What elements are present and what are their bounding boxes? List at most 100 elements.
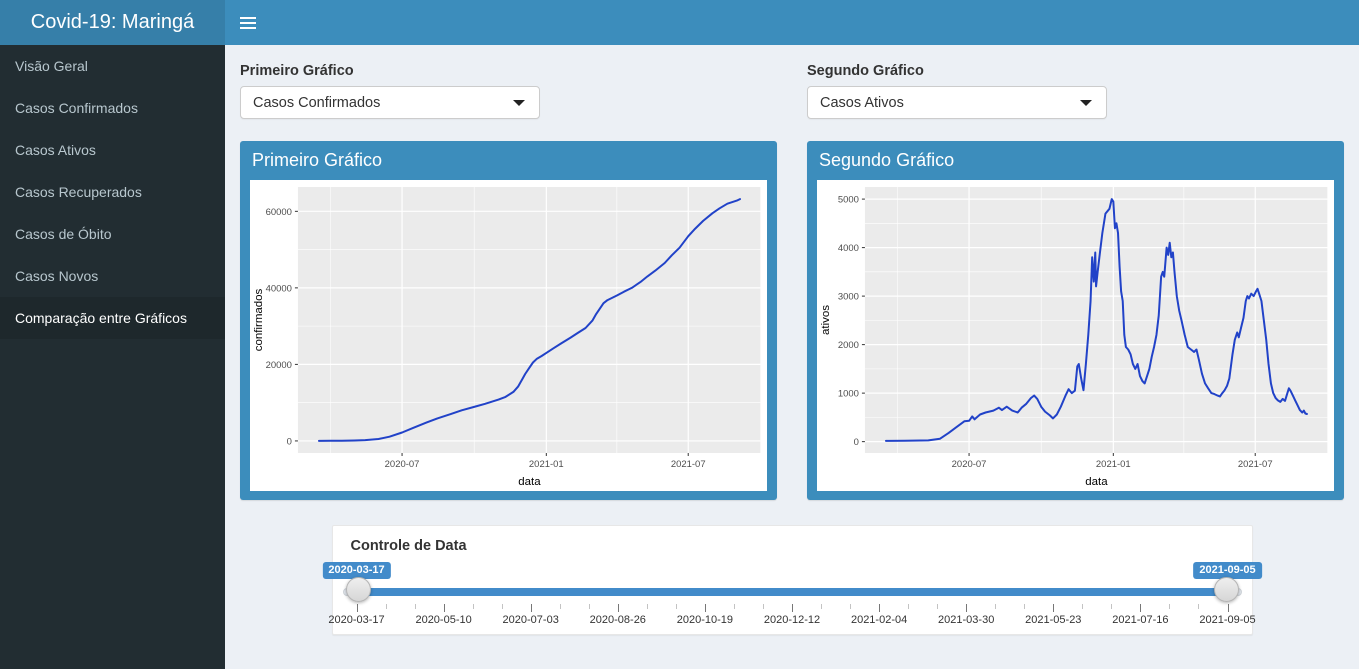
slider-grid-minor-tick: [559, 604, 561, 609]
svg-text:2021-07: 2021-07: [1238, 459, 1273, 470]
chevron-down-icon: [1080, 99, 1092, 106]
slider-grid-minor-tick: [414, 604, 416, 609]
slider-grid-minor-tick: [501, 604, 503, 609]
svg-text:40000: 40000: [266, 283, 292, 294]
slider-grid-label: 2020-05-10: [415, 614, 472, 626]
first-chart-plot: 0 20000 40000 60000 2020-07 2021-01 2021-07 dat…: [250, 180, 767, 491]
svg-text:2021-07: 2021-07: [671, 459, 706, 470]
slider-grid-minor-tick: [1169, 604, 1171, 609]
sidebar-item-casos-recuperados-link[interactable]: Casos Recuperados: [15, 184, 142, 200]
slider-grid-minor-tick: [646, 604, 648, 609]
sidebar-item-casos-de-obito: Casos de Óbito: [0, 213, 225, 255]
first-chart-control: Primeiro Gráfico Casos Confirmados: [240, 60, 792, 119]
first-chart-select-value: Casos Confirmados: [253, 94, 381, 111]
slider-grid-major-tick: [443, 604, 445, 612]
svg-text:60000: 60000: [266, 207, 292, 218]
slider-grid-major-tick: [966, 604, 968, 612]
slider-grid-label: 2021-03-30: [938, 614, 995, 626]
svg-text:2021-01: 2021-01: [1096, 459, 1131, 470]
second-chart-plot: 0 1000 2000 3000 4000 5000 2020-07 2021-01 2021-…: [817, 180, 1334, 491]
svg-text:2021-01: 2021-01: [529, 459, 564, 470]
sidebar-item-casos-ativos: Casos Ativos: [0, 129, 225, 171]
slider-grid-minor-tick: [385, 604, 387, 609]
slider-grid-major-tick: [1140, 604, 1142, 612]
svg-text:ativos: ativos: [820, 305, 832, 335]
slider-grid-major-tick: [1227, 604, 1229, 612]
slider-grid-minor-tick: [762, 604, 764, 609]
first-chart-select-label: Primeiro Gráfico: [240, 63, 354, 79]
chart-selector-row: Primeiro Gráfico Casos Confirmados Segun…: [240, 60, 1344, 119]
first-chart-box-title: Primeiro Gráfico: [252, 150, 383, 170]
slider-grid-minor-tick: [472, 604, 474, 609]
slider-grid-major-tick: [356, 604, 358, 612]
slider-grid-minor-tick: [1198, 604, 1200, 609]
app-title: Covid-19: Maringá: [0, 0, 225, 45]
slider-grid-major-tick: [704, 604, 706, 612]
sidebar-item-casos-novos: Casos Novos: [0, 255, 225, 297]
sidebar-toggle-button[interactable]: [225, 0, 270, 45]
second-chart-select[interactable]: Casos Ativos: [807, 86, 1107, 119]
slider-grid-minor-tick: [821, 604, 823, 609]
sidebar-nav: Visão Geral Casos Confirmados Casos Ativos…: [0, 45, 225, 669]
svg-text:confirmados: confirmados: [253, 288, 265, 351]
sidebar-item-casos-confirmados-link[interactable]: Casos Confirmados: [15, 100, 138, 116]
slider-grid-minor-tick: [908, 604, 910, 609]
slider-grid-minor-tick: [995, 604, 997, 609]
svg-text:2020-07: 2020-07: [385, 459, 420, 470]
hamburger-icon: [239, 14, 256, 32]
svg-text:2000: 2000: [838, 340, 859, 351]
slider-grid-label: 2021-02-04: [850, 614, 908, 626]
slider-grid-label: 2021-05-23: [1025, 614, 1082, 626]
svg-text:data: data: [518, 476, 541, 488]
sidebar-item-comparacao-entre-graficos: Comparação entre Gráficos: [0, 297, 225, 339]
first-chart-box: Primeiro Gráfico 0 20000 40000 60000 2020-07…: [240, 141, 777, 500]
slider-grid: 2020-03-17 2020-05-10 2020-07-03 2020-08-26…: [328, 604, 1256, 628]
slider-grid-minor-tick: [733, 604, 735, 609]
slider-grid-label: 2020-03-17: [328, 614, 385, 626]
top-navbar: [225, 0, 1359, 45]
slider-grid-label: 2020-08-26: [589, 614, 646, 626]
first-chart-select[interactable]: Casos Confirmados: [240, 86, 540, 119]
second-chart-box: Segundo Gráfico 0 1000 2000 3000 4000 5000 202…: [807, 141, 1344, 500]
slider-grid-label: 2021-07-16: [1112, 614, 1169, 626]
slider-grid-label: 2020-12-12: [763, 614, 821, 626]
sidebar-item-casos-de-obito-link[interactable]: Casos de Óbito: [15, 226, 112, 242]
slider-grid-minor-tick: [850, 604, 852, 609]
svg-text:0: 0: [287, 436, 292, 447]
sidebar-item-casos-confirmados: Casos Confirmados: [0, 87, 225, 129]
date-slider-card: Controle de Data 2020-03-17 2021-09-05 2…: [322, 525, 1262, 635]
slider-grid-minor-tick: [1024, 604, 1026, 609]
slider-selected-range-bar[interactable]: [350, 588, 1234, 596]
svg-text:5000: 5000: [838, 195, 859, 206]
slider-grid-label: 2021-09-05: [1199, 614, 1256, 626]
svg-text:3000: 3000: [838, 292, 859, 303]
slider-grid-minor-tick: [1082, 604, 1084, 609]
second-chart-box-title: Segundo Gráfico: [819, 150, 955, 170]
slider-grid-minor-tick: [588, 604, 590, 609]
slider-to-value-badge: 2021-09-05: [1193, 562, 1262, 579]
sidebar-item-casos-recuperados: Casos Recuperados: [0, 171, 225, 213]
slider-grid-minor-tick: [937, 604, 939, 609]
chevron-down-icon: [513, 99, 525, 106]
sidebar-item-comparacao-entre-graficos-link[interactable]: Comparação entre Gráficos: [0, 297, 225, 339]
date-slider-label: Controle de Data: [350, 538, 467, 554]
date-range-slider: 2020-03-17 2021-09-05 2020-03-17 2020-05-…: [322, 562, 1262, 628]
slider-from-handle[interactable]: [345, 577, 371, 602]
slider-grid-major-tick: [792, 604, 793, 612]
slider-grid-major-tick: [530, 604, 532, 612]
slider-grid-major-tick: [879, 604, 881, 612]
slider-grid-major-tick: [617, 604, 619, 612]
charts-row: Primeiro Gráfico 0 20000 40000 60000 2020-07…: [240, 141, 1344, 500]
sidebar-item-visao-geral: Visão Geral: [0, 45, 225, 87]
sidebar-item-visao-geral-link[interactable]: Visão Geral: [15, 58, 88, 74]
svg-text:20000: 20000: [266, 360, 292, 371]
sidebar-item-casos-ativos-link[interactable]: Casos Ativos: [15, 142, 96, 158]
svg-text:2020-07: 2020-07: [952, 459, 987, 470]
slider-grid-major-tick: [1053, 604, 1055, 612]
slider-to-handle[interactable]: [1213, 577, 1239, 602]
sidebar-item-casos-novos-link[interactable]: Casos Novos: [15, 268, 99, 284]
svg-text:0: 0: [854, 437, 859, 448]
slider-grid-minor-tick: [675, 604, 677, 609]
slider-grid-label: 2020-07-03: [502, 614, 559, 626]
